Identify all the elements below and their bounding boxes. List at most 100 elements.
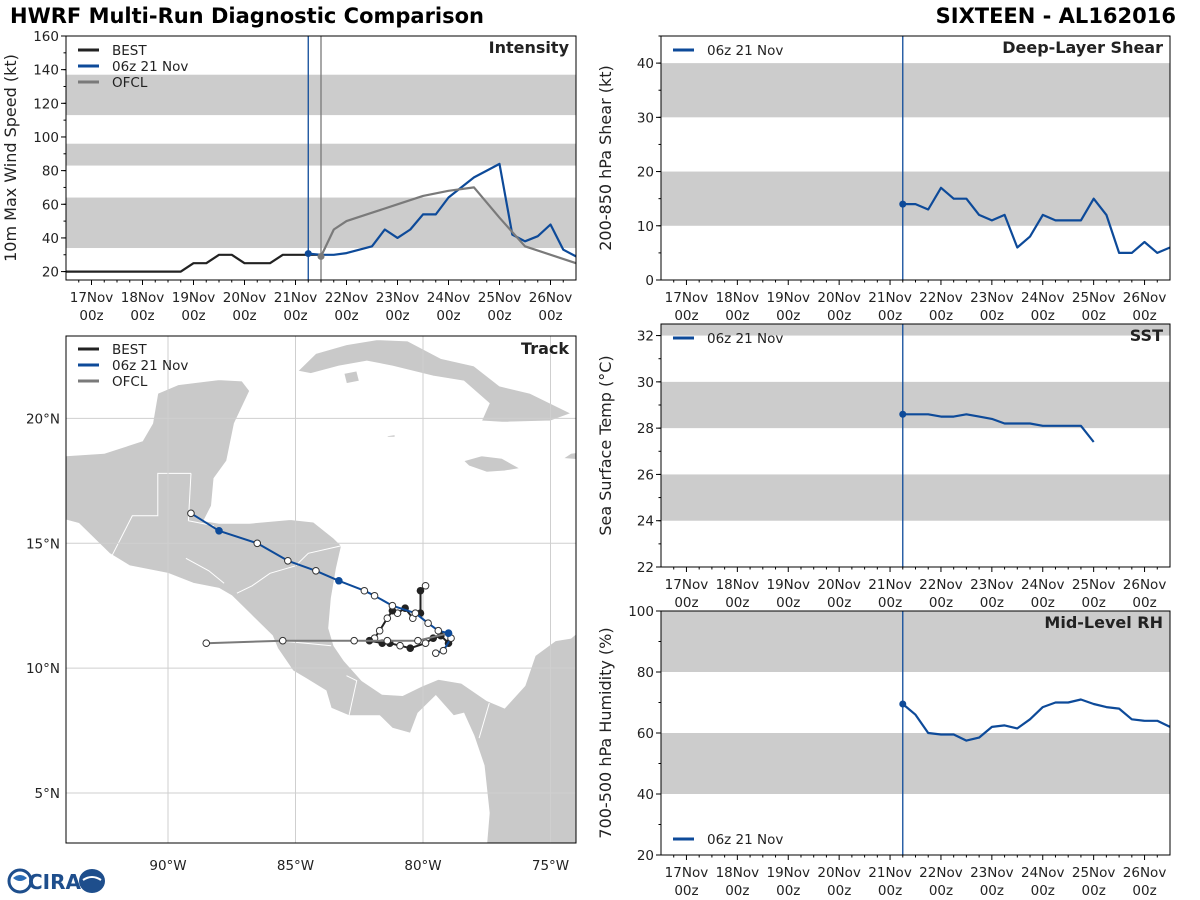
- y-tick-label: 22: [637, 560, 654, 576]
- x-tick-label: 00z: [1132, 308, 1156, 324]
- x-tick-label: 00z: [1031, 883, 1055, 899]
- y-tick-label: 40: [637, 56, 654, 72]
- track-point: [335, 576, 343, 585]
- band-1: [661, 381, 1170, 429]
- panel-sst: 22 24 26 28 30 32 17Nov 00z 18Nov 00z 19Nov 00z 20No…: [596, 323, 1171, 611]
- panel-rh: 20 40 60 80 100 17Nov 00z 18Nov 00z 19Nov 00z 20Nov…: [596, 604, 1171, 899]
- x-tick-label: 23Nov: [376, 290, 420, 306]
- x-tick-label: 19Nov: [766, 577, 810, 593]
- series-06z-21-nov: [902, 186, 1171, 254]
- band-0: [661, 474, 1170, 521]
- x-tick-label: 18Nov: [716, 577, 760, 593]
- x-tick-label: 18Nov: [716, 290, 760, 306]
- x-tick-label: 00z: [929, 883, 953, 899]
- logo-swirl-icon: [79, 869, 105, 893]
- track-point: [424, 619, 432, 628]
- track-point: [439, 646, 448, 655]
- series-start-marker: [899, 410, 907, 418]
- x-tick-label: 24Nov: [427, 290, 471, 306]
- track-point: [350, 636, 358, 645]
- y-tick-label: 30: [637, 110, 654, 126]
- x-tick-label: 24Nov: [1021, 290, 1065, 306]
- legend-label: OFCL: [112, 75, 148, 91]
- band-1: [661, 611, 1170, 672]
- track-ofcl: [206, 632, 449, 645]
- band-1: [661, 63, 1170, 118]
- track-point: [202, 639, 211, 647]
- legend-label: 06z 21 Nov: [707, 43, 783, 59]
- track-point: [421, 639, 430, 647]
- y-tick-label: 60: [42, 197, 59, 213]
- x-tick-label: 23Nov: [970, 290, 1014, 306]
- track-point: [421, 581, 430, 590]
- x-tick-label: 26Nov: [1123, 865, 1167, 881]
- panel-title: Track: [521, 339, 569, 358]
- x-tick-label: 00z: [436, 308, 460, 324]
- x-tick-label: 00z: [827, 595, 851, 611]
- y-tick-label: 20: [637, 165, 654, 181]
- x-tick-label: 00z: [878, 883, 902, 899]
- land-cayman: [386, 434, 396, 438]
- y-tick-label: 28: [637, 421, 654, 437]
- y-tick-label: 60: [637, 726, 654, 742]
- track-point: [434, 626, 443, 635]
- track-point: [444, 629, 453, 638]
- x-tick-label: 25Nov: [1072, 865, 1116, 881]
- series-ofcl: [320, 186, 577, 265]
- land-hispaniola: [562, 452, 576, 460]
- x-tick-label: 00z: [776, 883, 800, 899]
- series-06z-21-nov: [902, 698, 1171, 742]
- x-tick-label: 21Nov: [868, 865, 912, 881]
- x-tick-label: 00z: [674, 595, 698, 611]
- y-axis-label: 700-500 hPa Humidity (%): [596, 627, 615, 838]
- y-tick-label: 26: [637, 467, 654, 483]
- panel-intensity: 20 40 60 80 100 120 140 160 17Nov 00z 18Nov 00z 19No…: [1, 29, 577, 324]
- panel-title: Intensity: [489, 38, 570, 57]
- country-border: [185, 557, 225, 584]
- x-tick-label: 00z: [1082, 883, 1106, 899]
- x-tick-label: 23Nov: [970, 577, 1014, 593]
- x-tick-label: 00z: [1082, 308, 1106, 324]
- land-cuba: [297, 339, 572, 423]
- x-tick-label: 00z: [487, 308, 511, 324]
- series-06z-21-nov: [308, 162, 577, 258]
- x-tick-label: 17Nov: [70, 290, 114, 306]
- country-border: [478, 702, 490, 739]
- x-tick-label: 21Nov: [274, 290, 318, 306]
- track-point: [411, 609, 420, 618]
- x-tick-label: 00z: [130, 308, 154, 324]
- panel-title: Mid-Level RH: [1044, 613, 1163, 632]
- panel-title: Deep-Layer Shear: [1002, 38, 1163, 57]
- track-point: [388, 601, 397, 610]
- x-tick-label: 22Nov: [325, 290, 369, 306]
- band-2: [661, 324, 1170, 336]
- series-start-marker: [304, 250, 312, 258]
- y-tick-label: 30: [637, 375, 654, 391]
- y-tick-label: 24: [637, 514, 654, 530]
- y-tick-label: 160: [33, 29, 59, 45]
- lon-label: 75°W: [532, 858, 569, 874]
- x-tick-label: 26Nov: [1123, 290, 1167, 306]
- land-jamaica: [463, 455, 522, 473]
- x-tick-label: 00z: [1132, 883, 1156, 899]
- x-tick-label: 25Nov: [1072, 290, 1116, 306]
- series-start-marker: [899, 700, 907, 708]
- x-tick-label: 00z: [79, 308, 103, 324]
- x-tick-label: 00z: [538, 308, 562, 324]
- x-tick-label: 18Nov: [121, 290, 165, 306]
- lat-label: 15°N: [26, 536, 60, 552]
- country-border: [236, 545, 342, 594]
- x-tick-label: 20Nov: [817, 290, 861, 306]
- lat-label: 5°N: [35, 786, 60, 802]
- x-tick-label: 00z: [674, 308, 698, 324]
- series-start-marker: [899, 200, 907, 208]
- series-best: [66, 253, 321, 273]
- track-point: [414, 636, 422, 645]
- track-point: [375, 626, 384, 635]
- x-tick-label: 21Nov: [868, 577, 912, 593]
- x-tick-label: 25Nov: [1072, 577, 1116, 593]
- x-tick-label: 24Nov: [1021, 865, 1065, 881]
- legend-label: 06z 21 Nov: [112, 358, 188, 374]
- track-point: [284, 556, 292, 565]
